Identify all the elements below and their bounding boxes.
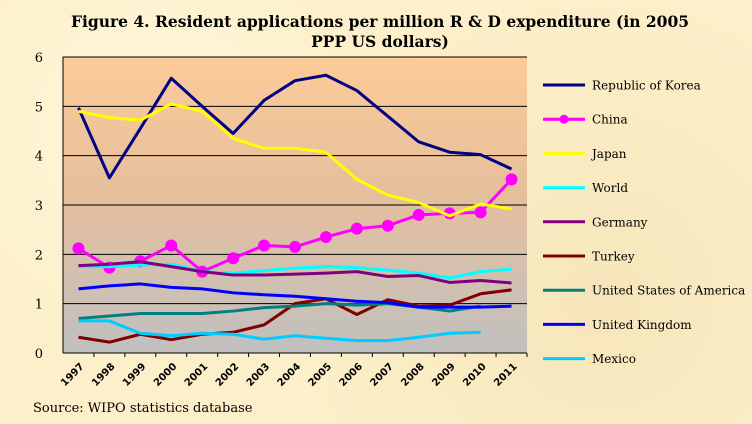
legend-label-mexico: Mexico	[592, 352, 636, 366]
data-point-china	[72, 242, 85, 255]
x-tick-label: 1997	[59, 361, 86, 388]
series-line-japan	[78, 102, 512, 218]
x-tick-label: 2002	[214, 361, 241, 388]
y-tick-label: 3	[35, 199, 43, 214]
y-tick-label: 1	[35, 298, 43, 313]
data-point-china	[350, 222, 363, 235]
legend-label-world: World	[592, 181, 628, 195]
y-tick-label: 4	[35, 150, 43, 165]
series-line-germany	[78, 260, 512, 285]
series-line-united-kingdom	[78, 282, 512, 309]
series-line-turkey	[78, 288, 512, 344]
y-tick-label: 5	[35, 100, 43, 115]
source-note: Source: WIPO statistics database	[33, 401, 253, 416]
data-point-china	[258, 239, 271, 252]
series-line-republic-of-korea	[77, 73, 513, 180]
data-point-china	[227, 252, 240, 265]
x-tick-label: 2005	[307, 361, 334, 388]
series-line-mexico	[78, 319, 481, 343]
y-tick-label: 0	[35, 347, 43, 362]
legend-label-united-kingdom: United Kingdom	[592, 318, 692, 332]
data-point-china	[505, 173, 518, 186]
data-point-china	[474, 206, 487, 219]
x-tick-label: 2004	[276, 361, 303, 388]
legend-label-china: China	[592, 113, 628, 127]
x-tick-label: 1998	[90, 361, 117, 388]
chart-title: Figure 4. Resident applications per mill…	[60, 12, 700, 52]
legend-label-germany: Germany	[592, 215, 648, 229]
data-point-china	[443, 207, 456, 220]
x-tick-label: 2001	[183, 361, 210, 388]
chart-title-line-1: Figure 4. Resident applications per mill…	[70, 12, 690, 31]
data-point-china	[412, 208, 425, 221]
legend-label-japan: Japan	[590, 147, 627, 161]
legend-marker-china	[559, 114, 569, 124]
data-point-china	[165, 239, 178, 252]
x-tick-label: 2008	[399, 361, 426, 388]
legend-label-republic-of-korea: Republic of Korea	[592, 79, 701, 93]
x-tick-label: 2007	[368, 361, 395, 388]
x-tick-label: 1999	[121, 361, 148, 388]
x-tick-label: 2003	[245, 361, 272, 388]
x-tick-label: 2000	[152, 361, 179, 388]
x-tick-label: 2011	[492, 361, 519, 388]
x-tick-label: 2010	[461, 361, 488, 388]
legend-label-turkey: Turkey	[592, 250, 635, 264]
data-point-china	[381, 219, 394, 232]
y-tick-label: 6	[35, 51, 43, 66]
x-tick-label: 2006	[338, 361, 365, 388]
y-tick-label: 2	[35, 248, 43, 263]
x-tick-label: 2009	[430, 361, 457, 388]
legend-label-united-states-of-america: United States of America	[592, 284, 745, 298]
data-point-china	[319, 231, 332, 244]
chart-title-line-2: PPP US dollars)	[311, 32, 449, 51]
data-point-china	[289, 240, 301, 253]
